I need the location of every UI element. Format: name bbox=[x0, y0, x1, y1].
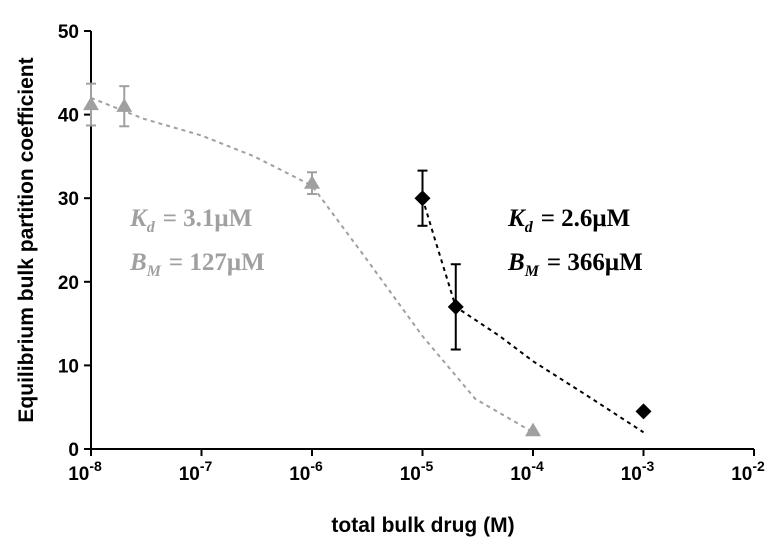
black-series-annotation: Kd = 2.6μM BM = 366μM bbox=[507, 205, 643, 280]
data-point bbox=[635, 403, 652, 420]
data-point bbox=[83, 96, 99, 111]
data-point bbox=[525, 422, 541, 437]
fit-curves bbox=[90, 96, 645, 434]
y-tick-label: 10 bbox=[58, 356, 79, 377]
x-tick-label: 10-2 bbox=[731, 458, 765, 485]
y-tick-label: 0 bbox=[68, 440, 79, 461]
black-kd-label: Kd = 2.6μM bbox=[507, 205, 630, 236]
axes bbox=[84, 30, 755, 456]
x-tick-label: 10-5 bbox=[400, 458, 434, 485]
data-point bbox=[116, 98, 133, 112]
y-tick-label: 40 bbox=[58, 106, 79, 127]
data-point bbox=[447, 298, 464, 315]
gray-kd-label: Kd = 3.1μM bbox=[129, 205, 252, 236]
y-tick-label: 50 bbox=[58, 22, 79, 43]
y-tick-label: 20 bbox=[58, 273, 79, 294]
data-marks bbox=[83, 82, 652, 437]
gray-series-annotation: Kd = 3.1μM BM = 127μM bbox=[129, 205, 265, 280]
gray-bm-label: BM = 127μM bbox=[129, 249, 265, 280]
x-tick-label: 10-7 bbox=[179, 458, 213, 485]
x-axis-title: total bulk drug (M) bbox=[331, 514, 514, 537]
y-tick-label: 30 bbox=[58, 189, 79, 210]
tick-labels: 0 10 20 30 40 50 10-8 10-7 10-6 10-5 10-4 10-3 10-2 bbox=[58, 22, 765, 485]
x-tick-label: 10-4 bbox=[510, 458, 544, 485]
fit-line-1 bbox=[421, 197, 645, 434]
x-tick-label: 10-6 bbox=[289, 458, 323, 485]
data-point bbox=[304, 175, 320, 189]
x-tick-label: 10-8 bbox=[68, 458, 102, 485]
y-axis-title: Equilibrium bulk partition coefficient bbox=[15, 57, 38, 422]
data-point bbox=[414, 190, 431, 207]
x-tick-label: 10-3 bbox=[621, 458, 655, 485]
black-bm-label: BM = 366μM bbox=[507, 249, 643, 280]
